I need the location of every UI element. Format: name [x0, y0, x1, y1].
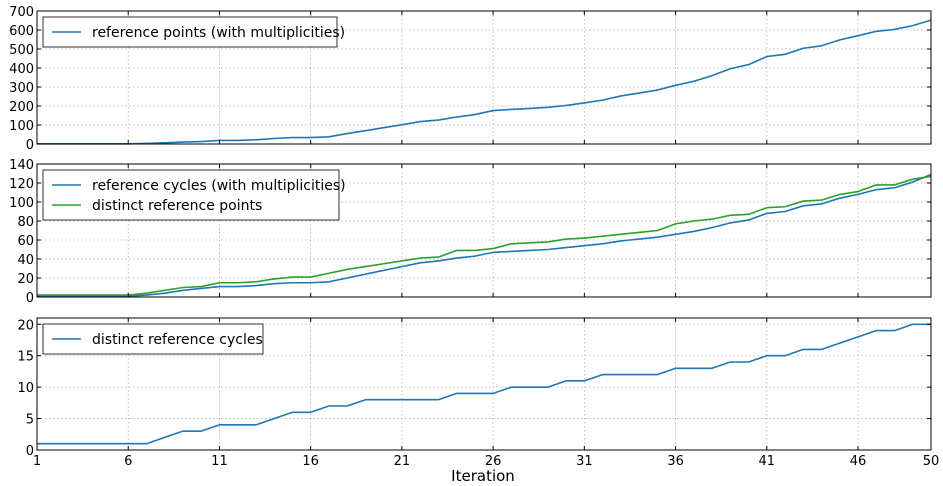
y-tick-label: 20 [17, 318, 34, 333]
series-line-1 [37, 19, 932, 145]
y-tick-label: 400 [9, 62, 34, 77]
y-tick-label: 60 [17, 234, 34, 249]
y-tick-label: 100 [9, 119, 34, 134]
x-tick-label: 36 [667, 454, 684, 469]
legend: reference points (with multiplicities) [42, 16, 345, 48]
x-tick-label: 16 [302, 454, 319, 469]
y-tick-label: 15 [17, 350, 34, 365]
legend-label: distinct reference points [92, 198, 262, 214]
y-tick-label: 140 [9, 158, 34, 173]
x-tick-label: 26 [485, 454, 502, 469]
x-tick-label: 41 [759, 454, 776, 469]
y-tick-label: 200 [9, 100, 34, 115]
y-tick-label: 5 [26, 413, 34, 428]
y-tick-label: 0 [26, 291, 34, 306]
legend-box [42, 169, 340, 221]
y-tick-label: 10 [17, 381, 34, 396]
x-tick-label: 11 [211, 454, 228, 469]
y-tick-label: 0 [26, 138, 34, 153]
legend-label: reference cycles (with multiplicities) [92, 178, 346, 194]
y-tick-label: 100 [9, 196, 34, 211]
y-tick-label: 120 [9, 177, 34, 192]
panel-1: 0 100 200 300 400 500 600 700 reference points (… [9, 5, 932, 153]
legend: reference cycles (with multiplicities) di… [42, 169, 346, 221]
x-axis-tick-labels: 1 6 11 16 21 26 31 36 41 46 50 [33, 454, 939, 469]
x-tick-label: 31 [576, 454, 593, 469]
plot-frame [36, 317, 932, 451]
y-tick-label: 20 [17, 272, 34, 287]
legend-label: reference points (with multiplicities) [92, 25, 345, 41]
legend-label: distinct reference cycles [92, 332, 263, 348]
y-tick-label: 300 [9, 81, 34, 96]
legend-box [42, 16, 338, 48]
series-line-1 [37, 173, 932, 297]
y-tick-label: 600 [9, 24, 34, 39]
x-tick-label: 46 [850, 454, 867, 469]
series-line-1 [37, 323, 931, 445]
y-tick-label: 40 [17, 253, 34, 268]
panel-3: 0 5 10 15 20 distinct reference cycles [17, 317, 932, 459]
x-tick-label: 1 [33, 454, 41, 469]
x-tick-label: 50 [923, 454, 940, 469]
plot-frame [36, 10, 932, 145]
x-tick-label: 6 [124, 454, 132, 469]
panel-2: 0 20 40 60 80 100 120 140 reference cycles (with… [9, 158, 932, 306]
y-tick-label: 700 [9, 5, 34, 20]
x-axis-label: Iteration [451, 467, 515, 485]
series-line-2 [37, 175, 932, 296]
x-tick-label: 21 [394, 454, 411, 469]
legend: distinct reference cycles [42, 323, 264, 355]
y-tick-label: 80 [17, 215, 34, 230]
y-tick-label: 500 [9, 43, 34, 58]
y-tick-label: 0 [26, 444, 34, 459]
plot-frame [36, 163, 932, 298]
